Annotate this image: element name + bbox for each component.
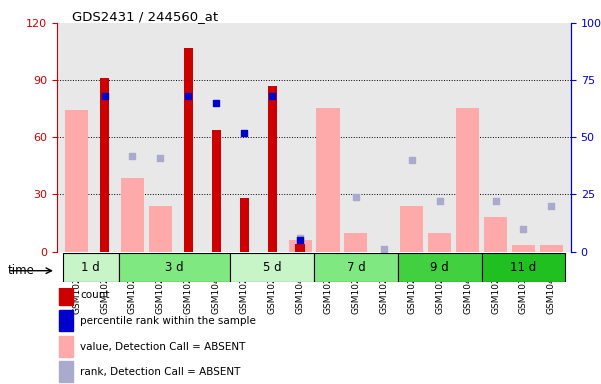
Text: rank, Detection Call = ABSENT: rank, Detection Call = ABSENT	[80, 366, 240, 377]
Point	[407, 157, 416, 163]
Text: percentile rank within the sample: percentile rank within the sample	[80, 316, 256, 326]
Text: count: count	[80, 290, 109, 300]
Bar	[65, 110, 88, 252]
Bar	[121, 179, 144, 252]
Bar	[540, 245, 563, 252]
Bar	[212, 130, 221, 252]
Bar	[288, 240, 311, 252]
Bar	[59, 361, 73, 382]
Bar	[317, 108, 340, 252]
Text: GDS2431 / 244560_at: GDS2431 / 244560_at	[72, 10, 218, 23]
Point	[212, 100, 221, 106]
Point	[435, 198, 445, 204]
Bar	[512, 245, 535, 252]
Bar	[267, 86, 276, 252]
Bar	[344, 233, 367, 252]
Bar	[118, 253, 230, 282]
Bar	[456, 108, 479, 252]
Text: 9 d: 9 d	[430, 262, 449, 274]
Bar	[230, 253, 314, 282]
Point	[295, 237, 305, 243]
Point	[519, 226, 528, 232]
Point	[546, 203, 556, 209]
Bar	[400, 206, 423, 252]
Bar	[481, 253, 566, 282]
Point	[156, 155, 165, 161]
Bar	[484, 217, 507, 252]
Point	[379, 246, 389, 252]
Bar	[184, 48, 193, 252]
Bar	[59, 284, 73, 305]
Point	[100, 93, 109, 99]
Bar	[149, 206, 172, 252]
Bar	[314, 253, 398, 282]
Point	[127, 152, 137, 159]
Bar	[428, 233, 451, 252]
Point	[351, 194, 361, 200]
Text: 1 d: 1 d	[81, 262, 100, 274]
Point	[183, 93, 193, 99]
Text: 11 d: 11 d	[510, 262, 537, 274]
Bar	[398, 253, 481, 282]
Point	[295, 235, 305, 241]
Bar	[296, 244, 305, 252]
Bar	[59, 310, 73, 331]
Bar	[100, 78, 109, 252]
Point	[239, 130, 249, 136]
Point	[491, 198, 501, 204]
Bar	[240, 198, 249, 252]
Point	[267, 93, 277, 99]
Text: 5 d: 5 d	[263, 262, 281, 274]
Text: value, Detection Call = ABSENT: value, Detection Call = ABSENT	[80, 341, 245, 352]
Text: 7 d: 7 d	[347, 262, 365, 274]
Bar	[59, 336, 73, 357]
Bar	[63, 253, 118, 282]
Text: 3 d: 3 d	[165, 262, 184, 274]
Text: time: time	[8, 264, 35, 277]
